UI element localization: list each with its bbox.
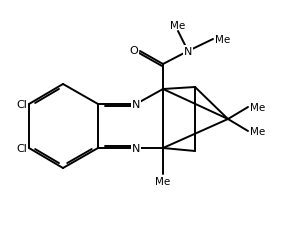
Text: Me: Me	[250, 126, 265, 136]
Text: N: N	[184, 47, 192, 57]
Text: Me: Me	[215, 35, 230, 45]
Text: N: N	[132, 99, 140, 110]
Text: Cl: Cl	[16, 143, 27, 153]
Text: Me: Me	[250, 103, 265, 112]
Text: O: O	[129, 46, 138, 56]
Text: N: N	[132, 143, 140, 153]
Text: Me: Me	[171, 21, 186, 31]
Text: Me: Me	[155, 176, 171, 186]
Text: Cl: Cl	[16, 99, 27, 110]
